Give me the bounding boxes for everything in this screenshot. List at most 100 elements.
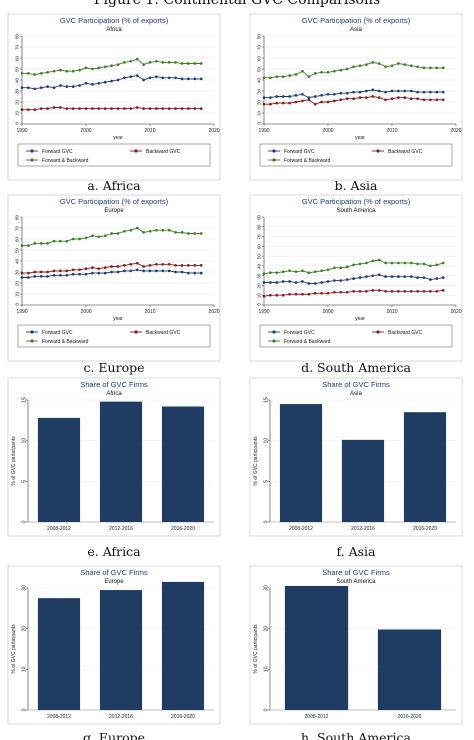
chart-subtitle: Europe [104,579,124,585]
data-point [288,280,291,283]
data-point [326,70,330,74]
data-point [275,75,279,79]
data-point [384,98,387,102]
data-point [193,264,197,267]
y-tick-label: 20 [257,100,262,106]
legend-label: Forward GVC [284,330,315,336]
data-point [320,70,323,74]
data-point [262,294,266,298]
data-point [71,69,75,73]
panel-5: Share of GVC Firms Africa e. Africa 0 5 10 15%… [7,377,221,559]
y-tick-label: 60 [15,56,20,62]
data-point [269,293,272,297]
x-tick-label: 2016-2020 [171,714,195,720]
data-point [116,63,120,66]
data-point [180,77,184,81]
data-point [397,261,400,265]
bar [161,406,205,522]
bar [341,439,385,522]
data-point [288,292,291,296]
data-point [326,92,330,96]
data-point [27,271,30,275]
data-point [422,98,426,102]
data-point [180,107,184,110]
data-point [352,263,355,267]
data-point [441,90,445,94]
data-point [384,65,387,69]
data-point [307,282,311,285]
data-point [46,242,49,245]
panel-6: Share of GVC Firms Asia f. Asia 0 5 10 15 % of … [249,377,463,559]
chart-title: Share of GVC Firms [80,380,148,389]
data-point [307,96,311,99]
chart-subtitle: Asia [350,391,362,397]
data-point [275,281,279,284]
y-tick-label: 40 [15,78,20,84]
data-point [187,77,190,81]
data-point [135,74,139,77]
y-tick-label: 60 [257,56,262,62]
data-point [20,276,24,279]
data-point [97,107,101,110]
data-point [65,85,69,88]
data-point [129,107,133,110]
y-tick-label: 5 [264,480,270,483]
x-axis-label: year [113,135,123,141]
data-point [288,95,291,98]
chart-subtitle: Africa [106,27,122,33]
data-point [116,270,120,274]
data-point [262,102,266,106]
data-point [422,289,426,293]
x-tick-label: 2020 [450,309,461,315]
x-tick-label: 2016-2020 [398,714,422,720]
data-point [110,107,113,110]
data-point [65,239,69,243]
data-point [422,90,426,94]
data-point [275,95,279,98]
x-axis-label: year [113,316,123,322]
data-point [187,271,190,275]
legend-label: Forward & Backward [284,339,331,345]
data-point [269,76,272,80]
data-point [33,87,37,91]
data-point [129,228,133,232]
data-point [339,98,343,102]
data-point [187,62,190,65]
data-point [155,107,158,110]
x-tick-label: 2016-2020 [171,526,195,532]
y-tick-label: 30 [257,273,262,279]
x-tick-label: 1990 [16,309,27,315]
y-tick-label: 30 [22,585,28,591]
data-point [59,106,62,109]
bar [284,585,349,710]
panel-caption: d. South America [301,360,411,375]
y-tick-label: 30 [257,89,262,95]
x-tick-label: 1990 [258,309,269,315]
y-tick-label: 0 [15,122,20,125]
data-point [313,72,317,75]
data-point [103,80,107,84]
data-point [326,268,330,272]
data-point [371,259,375,263]
legend-label: Forward & Backward [42,339,89,345]
data-point [148,269,152,273]
legend-swatch-marker [272,158,276,162]
data-point [193,62,197,65]
data-point [142,231,145,234]
data-point [27,108,30,112]
data-point [20,271,24,275]
data-point [365,289,368,293]
data-point [20,72,24,75]
y-tick-label: 15 [264,397,270,403]
y-tick-label: 30 [264,585,270,591]
legend-label: Forward GVC [284,149,315,155]
y-tick-label: 10 [257,293,262,299]
data-point [110,232,113,235]
data-point [422,276,426,279]
bar [377,629,442,710]
data-point [377,258,381,262]
panel-7: Share of GVC Firms Europe g. Europe 0 10 20 30… [7,565,221,740]
data-point [33,275,37,278]
data-point [148,264,152,267]
